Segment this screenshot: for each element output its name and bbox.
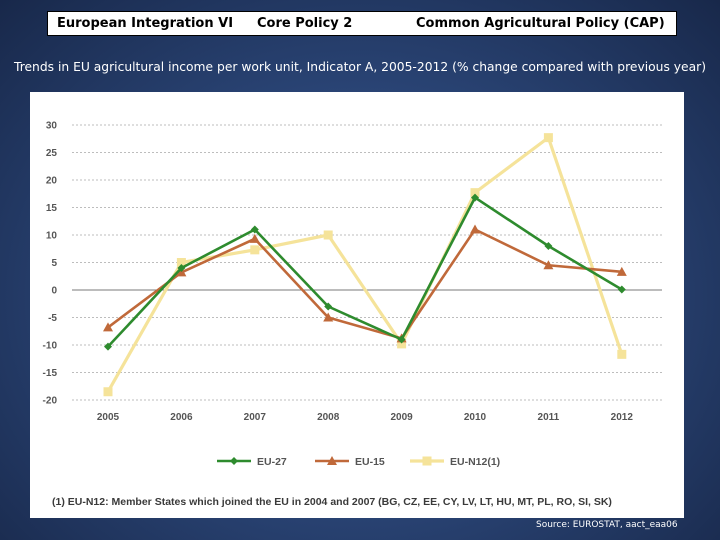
y-tick-label: -5 — [48, 313, 57, 324]
data-point-eu-n12-1 — [250, 245, 260, 255]
course-title: European Integration VI — [57, 16, 234, 31]
data-point-eu-n12-1 — [617, 349, 627, 359]
data-point-eu-15 — [616, 266, 627, 276]
data-point-eu-15 — [543, 260, 554, 270]
policy-title: Core Policy 2 — [257, 16, 353, 31]
y-tick-label: -20 — [43, 396, 58, 407]
data-point-eu-n12-1 — [323, 230, 333, 240]
y-tick-label: 0 — [51, 286, 57, 297]
x-tick-label: 2012 — [611, 412, 634, 423]
x-tick-label: 2006 — [170, 412, 193, 423]
y-tick-label: 5 — [51, 258, 57, 269]
legend-marker-eu-27 — [230, 457, 238, 465]
data-point-eu-15 — [323, 312, 334, 322]
chart-subtitle: Trends in EU agricultural income per wor… — [13, 60, 707, 74]
data-point-eu-27 — [544, 242, 553, 250]
data-point-eu-15 — [249, 233, 260, 243]
chart-panel: 30 25 20 15 10 5 0 -5 -10 -15 -20 2005 2006 2007 2008… — [30, 92, 684, 518]
data-point-eu-27 — [324, 302, 333, 311]
legend-label-eu-15: EU-15 — [355, 456, 385, 468]
data-point-eu-27 — [250, 225, 259, 234]
topic-title: Common Agricultural Policy (CAP) — [416, 16, 665, 31]
legend-label-eu-n12-1: EU-N12(1) — [450, 456, 500, 468]
source-note: Source: EUROSTAT, aact_eaa06 — [536, 520, 678, 530]
header-bar: European Integration VI Core Policy 2 Co… — [47, 11, 677, 36]
series-line-eu-15 — [107, 228, 622, 340]
data-point-eu-n12-1 — [470, 188, 480, 198]
x-tick-label: 2008 — [317, 412, 340, 423]
x-tick-label: 2009 — [390, 412, 413, 423]
data-point-eu-27 — [617, 285, 626, 294]
data-point-eu-15 — [470, 224, 480, 234]
y-tick-label: 15 — [46, 203, 58, 214]
y-tick-label: 10 — [46, 231, 58, 242]
data-point-eu-n12-1 — [543, 133, 553, 143]
data-point-eu-27 — [177, 264, 186, 272]
y-tick-label: 30 — [46, 121, 58, 132]
data-point-eu-27 — [471, 193, 479, 202]
data-point-eu-27 — [104, 342, 112, 351]
chart-footnote: (1) EU-N12: Member States which joined t… — [52, 496, 612, 508]
x-tick-label: 2010 — [464, 412, 487, 423]
y-tick-label: -15 — [43, 368, 58, 379]
y-tick-label: -10 — [43, 341, 58, 352]
series-line-eu-27 — [107, 196, 623, 348]
data-point-eu-15 — [103, 322, 113, 332]
legend-marker-eu-n12-1 — [422, 456, 432, 466]
x-tick-label: 2007 — [244, 412, 267, 423]
line-chart: 30 25 20 15 10 5 0 -5 -10 -15 -20 2005 2006 2007 2008… — [43, 121, 662, 508]
x-tick-label: 2011 — [538, 412, 560, 423]
data-point-eu-n12-1 — [103, 387, 113, 397]
data-point-eu-n12-1 — [397, 339, 407, 349]
y-tick-label: 25 — [46, 148, 58, 159]
x-tick-label: 2005 — [97, 412, 120, 423]
data-point-eu-n12-1 — [176, 258, 186, 267]
y-tick-label: 20 — [46, 176, 58, 187]
legend-label-eu-27: EU-27 — [257, 456, 287, 468]
legend-marker-eu-15 — [327, 456, 337, 465]
data-point-eu-27 — [397, 335, 406, 344]
